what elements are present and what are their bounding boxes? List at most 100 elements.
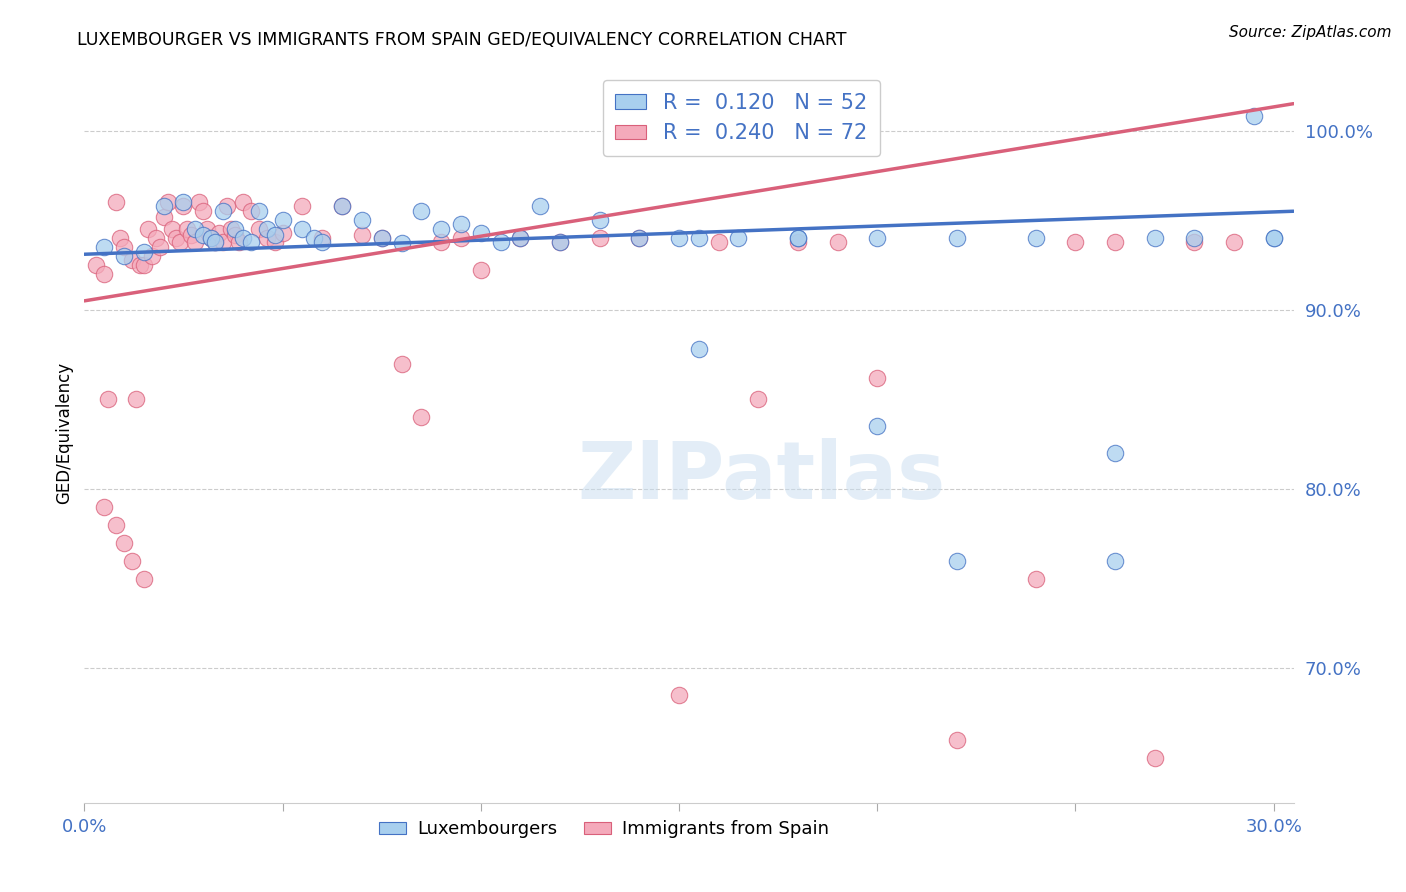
Point (509, 231, 531, 245)
Point (1025, 572, 1047, 586)
Point (271, 213, 294, 227)
Point (1143, 231, 1166, 245)
Point (112, 536, 135, 550)
Point (145, 231, 167, 245)
Point (787, 231, 810, 245)
Point (121, 252, 143, 267)
Point (212, 204, 235, 219)
Point (200, 231, 222, 245)
Point (172, 199, 194, 213)
Point (193, 204, 215, 219)
Point (330, 199, 353, 213)
Point (350, 227, 373, 242)
Point (311, 235, 333, 249)
Point (509, 231, 531, 245)
Point (1104, 554, 1126, 568)
Point (84, 258, 107, 272)
Point (827, 235, 849, 249)
Point (108, 231, 131, 245)
Point (204, 235, 226, 249)
Point (132, 572, 155, 586)
Point (217, 199, 239, 213)
Point (212, 235, 235, 249)
Point (156, 195, 179, 210)
Text: LUXEMBOURGER VS IMMIGRANTS FROM SPAIN GED/EQUIVALENCY CORRELATION CHART: LUXEMBOURGER VS IMMIGRANTS FROM SPAIN GE… (77, 31, 846, 49)
Point (1184, 235, 1206, 249)
Point (132, 258, 155, 272)
Point (193, 227, 215, 242)
Point (271, 226, 294, 240)
Point (1184, 231, 1206, 245)
Point (370, 231, 392, 245)
Point (247, 222, 270, 236)
Text: ZIPatlas: ZIPatlas (578, 438, 946, 516)
Point (688, 231, 710, 245)
Point (370, 231, 392, 245)
Point (247, 204, 270, 219)
Point (93, 500, 115, 514)
Point (866, 419, 889, 434)
Point (628, 231, 651, 245)
Point (668, 688, 690, 702)
Point (232, 195, 254, 210)
Point (707, 235, 730, 249)
Point (149, 240, 172, 254)
Point (125, 392, 148, 407)
Point (291, 222, 314, 236)
Point (195, 222, 218, 236)
Point (411, 204, 433, 219)
Point (1143, 751, 1166, 765)
Point (239, 204, 262, 219)
Point (256, 231, 278, 245)
Point (430, 235, 453, 249)
Point (866, 231, 889, 245)
Point (430, 222, 453, 236)
Point (132, 245, 155, 260)
Point (188, 195, 211, 210)
Point (589, 231, 612, 245)
Point (470, 226, 492, 240)
Point (160, 222, 183, 236)
Point (256, 222, 278, 236)
Point (200, 231, 222, 245)
Point (232, 231, 254, 245)
Point (228, 235, 250, 249)
Point (450, 231, 472, 245)
Point (945, 554, 967, 568)
Point (93, 267, 115, 281)
Point (470, 263, 492, 277)
Point (1104, 446, 1126, 460)
Point (169, 235, 191, 249)
Point (391, 357, 413, 371)
Point (219, 222, 242, 236)
Point (866, 371, 889, 385)
Point (263, 235, 285, 249)
Point (141, 249, 163, 263)
Point (239, 235, 262, 249)
Point (172, 195, 194, 210)
Point (747, 392, 769, 407)
Point (450, 217, 472, 231)
Point (208, 226, 231, 240)
Point (391, 236, 413, 251)
Point (224, 227, 246, 242)
Point (411, 410, 433, 425)
Point (589, 213, 612, 227)
Point (548, 235, 571, 249)
Point (1223, 235, 1246, 249)
Point (548, 235, 571, 249)
Y-axis label: GED/Equivalency: GED/Equivalency (55, 361, 73, 504)
Point (787, 235, 810, 249)
Point (204, 235, 226, 249)
Point (1263, 231, 1285, 245)
Point (128, 258, 150, 272)
Point (668, 231, 690, 245)
Point (945, 733, 967, 747)
Point (1263, 231, 1285, 245)
Point (105, 195, 128, 210)
Point (112, 249, 135, 263)
Point (165, 231, 187, 245)
Text: Source: ZipAtlas.com: Source: ZipAtlas.com (1229, 25, 1392, 40)
Legend: Luxembourgers, Immigrants from Spain: Luxembourgers, Immigrants from Spain (373, 814, 837, 846)
Point (304, 231, 326, 245)
